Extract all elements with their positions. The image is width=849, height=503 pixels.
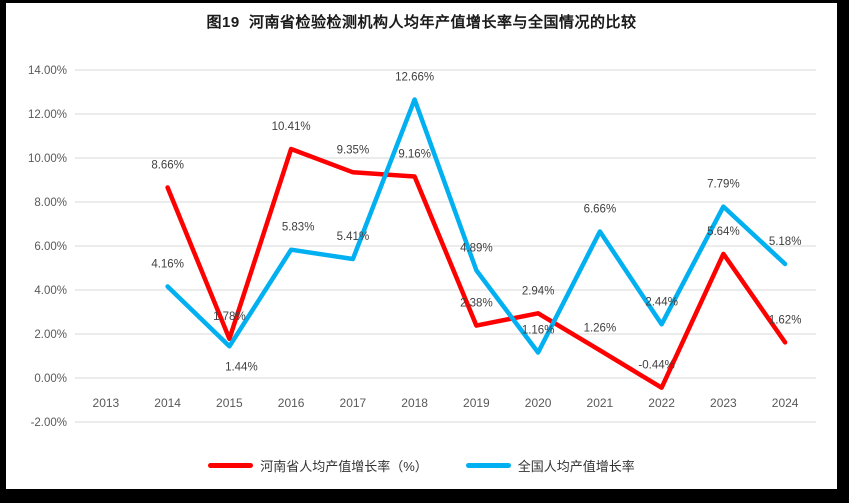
x-axis-label: 2023 [710, 396, 737, 410]
y-axis-tick-label: 6.00% [34, 241, 67, 253]
legend-item-national: 全国人均产值增长率 [465, 456, 635, 475]
x-axis-label: 2019 [463, 396, 490, 410]
data-label: 2.94% [522, 285, 555, 297]
y-axis-tick-label: 0.00% [34, 373, 67, 385]
x-axis-label: 2018 [401, 396, 428, 410]
y-axis-tick-label: 10.00% [28, 153, 67, 165]
data-label: 1.62% [769, 314, 802, 326]
x-axis-label: 2020 [525, 396, 552, 410]
data-label: 2.38% [460, 298, 493, 310]
data-label: 8.66% [151, 159, 184, 171]
x-axis-label: 2017 [340, 396, 367, 410]
chart-title: 图19 河南省检验检测机构人均年产值增长率与全国情况的比较 [206, 14, 637, 31]
x-axis-label: 2015 [216, 396, 243, 410]
data-label: 5.18% [769, 236, 802, 248]
data-label: 5.64% [707, 226, 740, 238]
data-label: 1.78% [213, 311, 246, 323]
x-axis-label: 2022 [648, 396, 675, 410]
x-axis-label: 2014 [154, 396, 181, 410]
legend-item-henan: 河南省人均产值增长率（%） [208, 456, 428, 475]
data-label: 7.79% [707, 179, 740, 191]
line-chart-plot: 14.00% 12.00% 10.00% 8.00% 6.00% 4.00% 2.00% 0.… [28, 65, 816, 429]
legend-label-national: 全国人均产值增长率 [517, 458, 635, 474]
data-label: 1.16% [522, 324, 555, 336]
y-axis-tick-label: 4.00% [34, 285, 67, 297]
data-label: 6.66% [584, 203, 617, 215]
series-line-0 [165, 146, 788, 390]
y-axis-tick-label: 14.00% [28, 65, 67, 77]
data-label: 12.66% [395, 71, 434, 83]
x-axis-label: 2013 [93, 396, 120, 410]
x-axis-label: 2021 [587, 396, 614, 410]
data-label: 1.44% [225, 361, 258, 373]
data-label: 10.41% [272, 121, 311, 133]
legend-swatch-henan-line [208, 462, 254, 468]
data-label: 5.83% [282, 222, 315, 234]
data-label: 4.16% [151, 258, 184, 270]
legend-label-henan: 河南省人均产值增长率（%） [260, 458, 428, 474]
data-label: 4.89% [460, 242, 493, 254]
x-axis-label: 2016 [278, 396, 305, 410]
series-line-1 [165, 97, 788, 355]
x-axis-label: 2024 [772, 396, 799, 410]
legend-swatch-national-line [465, 462, 511, 468]
y-axis-tick-label: 2.00% [34, 329, 67, 341]
data-label: 9.16% [398, 148, 431, 160]
chart-surface: 图19 河南省检验检测机构人均年产值增长率与全国情况的比较 14.00% 12.0… [6, 3, 837, 489]
y-axis-tick-label: -2.00% [31, 417, 67, 429]
data-label: 5.41% [337, 231, 370, 243]
y-axis-tick-label: 12.00% [28, 109, 67, 121]
data-label: 9.35% [337, 144, 370, 156]
data-label: -0.44% [638, 360, 674, 372]
data-label: 1.26% [584, 322, 617, 334]
chart-legend: 河南省人均产值增长率（%） 全国人均产值增长率 [6, 453, 837, 477]
data-label: 2.44% [645, 296, 678, 308]
y-axis-tick-label: 8.00% [34, 197, 67, 209]
